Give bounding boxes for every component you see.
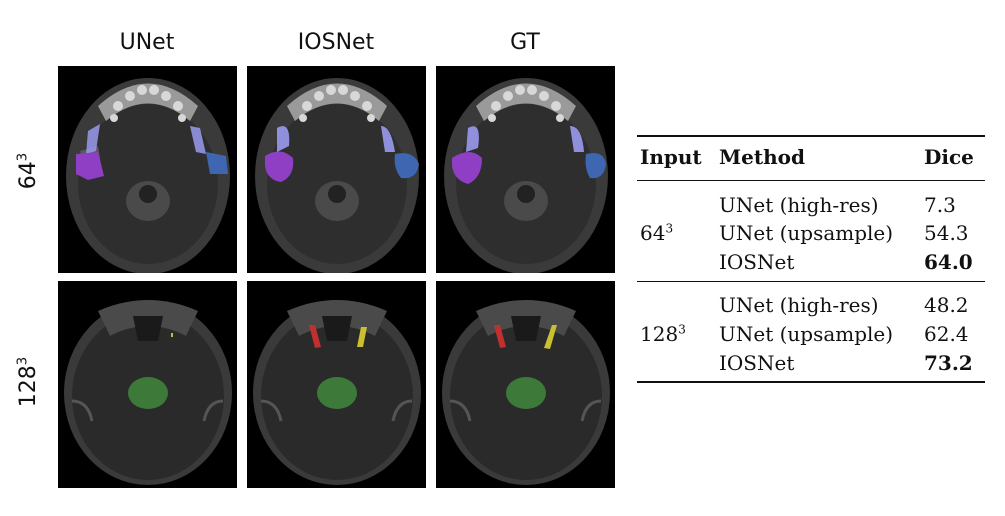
scan-gt-128: [436, 281, 615, 488]
row-label-128-exp: 3: [15, 356, 31, 366]
group-input-128-exp: 3: [678, 322, 686, 337]
jaw-scan-image: [255, 78, 419, 273]
group-input-128-base: 128: [640, 322, 679, 346]
header-input: Input: [640, 145, 702, 169]
row-label-128-base: 128: [16, 365, 41, 408]
column-title-unet: UNet: [119, 30, 175, 55]
table-row-dice-best: 64.0: [924, 250, 973, 274]
row-label-64-base: 64: [16, 161, 41, 190]
jaw-scan-image: [66, 78, 230, 273]
scan-iosnet-128: [247, 281, 426, 488]
brain-scan-image: [253, 300, 421, 485]
scan-unet-128: [58, 281, 237, 488]
group-input-64-exp: 3: [665, 221, 674, 236]
header-method: Method: [719, 145, 805, 169]
table-row-dice-best: 73.2: [924, 351, 973, 375]
row-label-64-exp: 3: [15, 152, 31, 162]
table-row-dice: 7.3: [924, 193, 956, 217]
table-header-rule: [637, 180, 985, 181]
header-dice: Dice: [924, 145, 974, 169]
column-title-gt: GT: [510, 30, 540, 55]
table-row-method: IOSNet: [719, 250, 795, 274]
scan-unet-64: [58, 66, 237, 273]
table-bottom-rule: [637, 381, 985, 383]
scan-gt-64: [436, 66, 615, 273]
column-title-iosnet: IOSNet: [297, 30, 375, 55]
scan-iosnet-64: [247, 66, 426, 273]
jaw-scan-image: [444, 78, 608, 273]
row-label-64: 643: [16, 141, 44, 201]
group-input-64-base: 64: [640, 221, 666, 245]
group-input-64: 643: [640, 221, 673, 245]
table-row-dice: 48.2: [924, 293, 969, 317]
table-row-dice: 62.4: [924, 322, 969, 346]
table-group-rule: [637, 281, 985, 282]
brain-scan-image: [64, 300, 232, 485]
table-row-dice: 54.3: [924, 221, 969, 245]
table-row-method: IOSNet: [719, 351, 795, 375]
table-top-rule: [637, 135, 985, 137]
group-input-128: 1283: [640, 322, 686, 346]
table-row-method: UNet (upsample): [719, 221, 894, 245]
brain-scan-image: [442, 300, 610, 485]
table-row-method: UNet (upsample): [719, 322, 894, 346]
table-row-method: UNet (high-res): [719, 193, 879, 217]
table-row-method: UNet (high-res): [719, 293, 879, 317]
row-label-128: 1283: [16, 352, 44, 412]
